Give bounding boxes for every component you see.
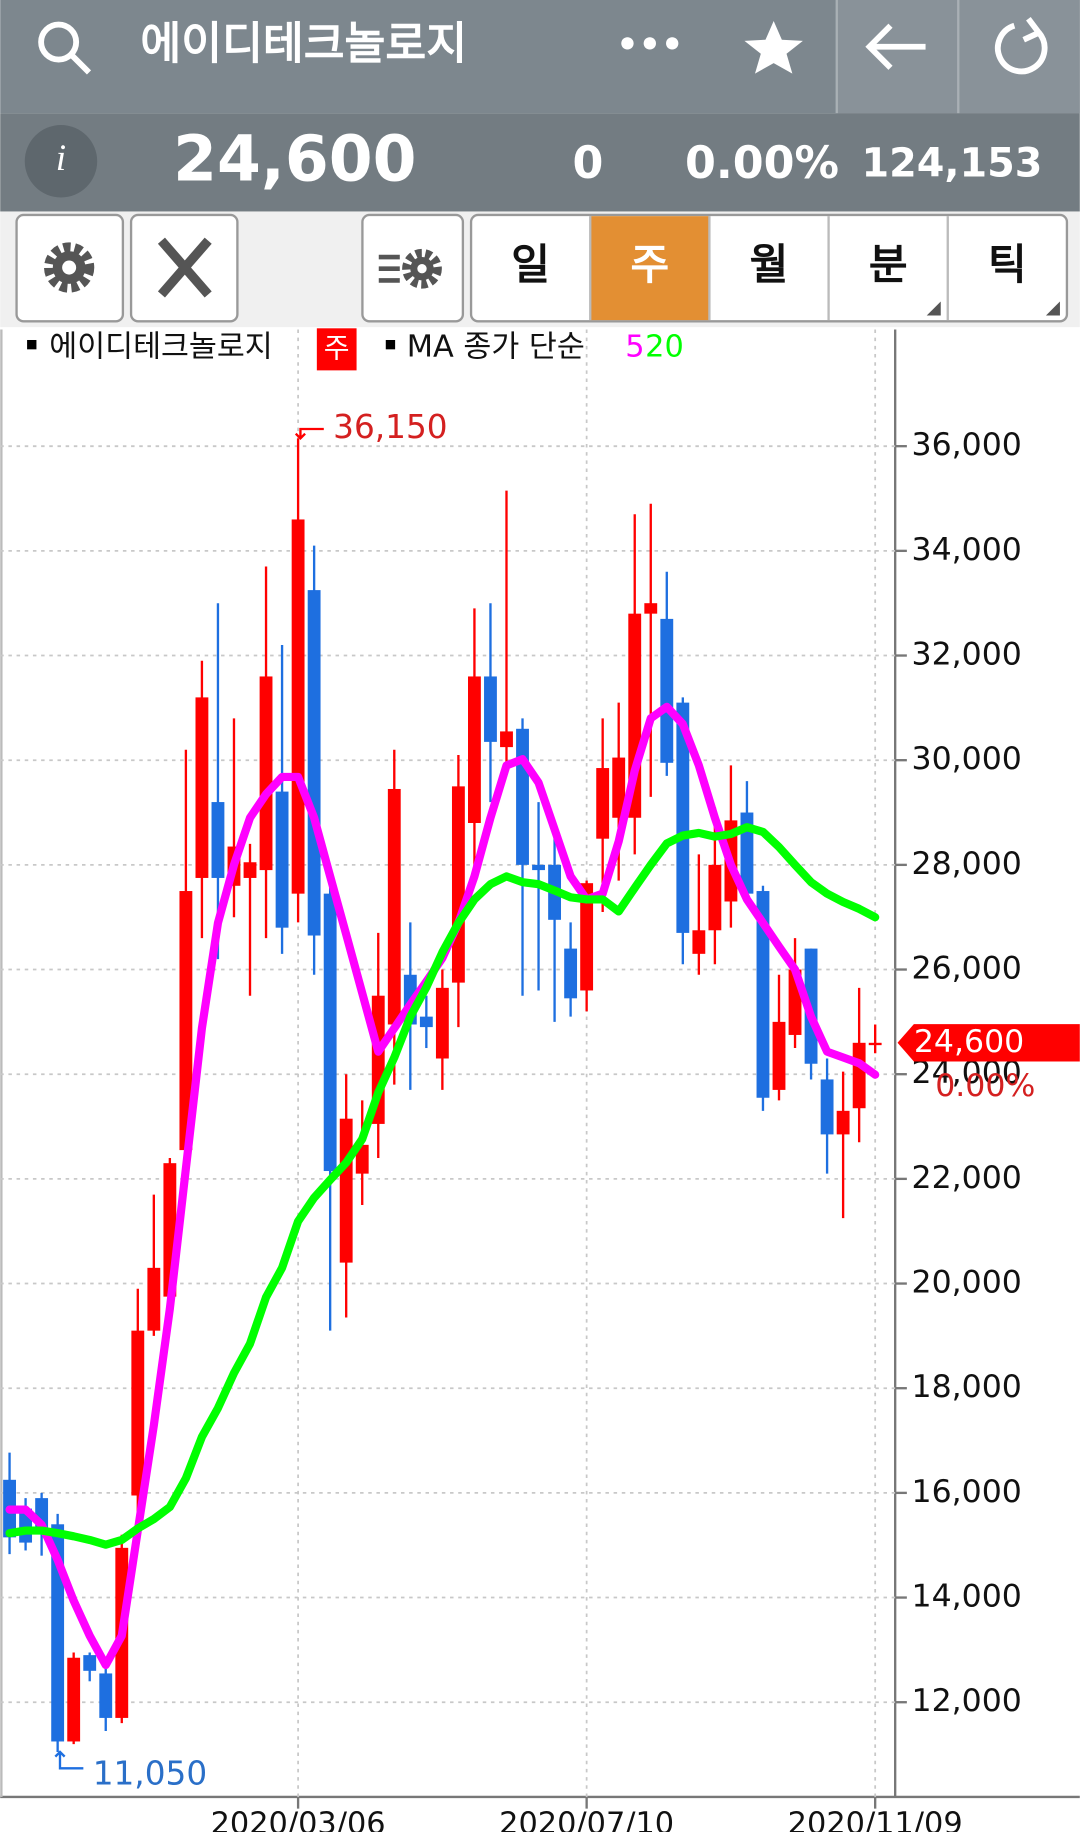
candle-body xyxy=(516,728,529,865)
y-tick-label: 36,000 xyxy=(912,427,1022,463)
y-tick-label: 34,000 xyxy=(912,532,1022,568)
candle-body xyxy=(468,676,481,823)
max-label: 36,150 xyxy=(333,408,447,446)
y-tick-label: 26,000 xyxy=(912,951,1022,987)
x-tick-label: 2020/07/10 xyxy=(499,1806,674,1832)
candle-body xyxy=(99,1673,113,1718)
candle-body xyxy=(596,768,610,839)
candle-body xyxy=(195,697,209,878)
tab-active xyxy=(590,216,710,321)
legend-ma5: 5 xyxy=(625,330,644,365)
candle-body xyxy=(660,618,674,763)
y-tick-label: 32,000 xyxy=(912,637,1022,673)
more-button[interactable]: ••• xyxy=(616,25,683,66)
y-tick-label: 18,000 xyxy=(912,1369,1022,1405)
candle-body xyxy=(259,676,273,871)
candle-body xyxy=(676,702,690,933)
candle-body xyxy=(852,1042,866,1109)
info-label[interactable]: i xyxy=(56,138,66,179)
max-arrow xyxy=(294,427,324,440)
favorite-icon[interactable] xyxy=(744,21,803,74)
y-tick-label: 16,000 xyxy=(912,1474,1022,1510)
indicator-settings-button[interactable] xyxy=(361,213,465,323)
candle-body xyxy=(868,1042,882,1046)
candle-body xyxy=(644,603,658,614)
tab[interactable]: 월 xyxy=(750,240,789,289)
quote-bar xyxy=(0,113,1080,212)
y-tick-label: 14,000 xyxy=(912,1579,1022,1615)
candle-body xyxy=(532,864,545,871)
legend-stock: 에이디테크놀로지 xyxy=(49,330,272,365)
legend-ma: MA 종가 단순 xyxy=(407,330,585,365)
candle-body xyxy=(275,791,289,928)
tab-corner xyxy=(926,301,941,316)
candle-body xyxy=(836,1110,850,1135)
candle-body xyxy=(820,1079,834,1135)
legend-marker xyxy=(27,339,37,350)
candle-body xyxy=(500,731,513,748)
candle-body xyxy=(339,1118,353,1263)
change-percent: 0.00% xyxy=(685,138,839,189)
info-button[interactable] xyxy=(24,125,98,198)
period-badge xyxy=(316,328,357,371)
stock-title[interactable]: 에이디테크놀로지 xyxy=(140,19,467,70)
search-icon[interactable] xyxy=(38,21,92,75)
y-tick-label: 22,000 xyxy=(912,1160,1022,1196)
legend-marker xyxy=(385,339,396,350)
legend-ma20: 20 xyxy=(645,330,684,365)
settings-button[interactable] xyxy=(15,213,125,323)
last-change-label: 0.00% xyxy=(935,1068,1035,1104)
candle-body xyxy=(131,1330,145,1496)
candle-body xyxy=(307,590,321,936)
y-tick-label: 12,000 xyxy=(912,1683,1022,1719)
candle-body xyxy=(419,1016,433,1028)
last-price-label: 24,600 xyxy=(914,1024,1024,1060)
candle-body xyxy=(580,883,594,991)
candle-body xyxy=(243,862,257,878)
back-icon[interactable] xyxy=(865,23,926,70)
candle-body xyxy=(291,519,305,894)
y-tick-label: 20,000 xyxy=(912,1265,1022,1301)
last-price-tag xyxy=(897,1024,1080,1062)
price: 24,600 xyxy=(173,122,416,196)
candle-body xyxy=(772,1021,786,1090)
y-tick-label: 30,000 xyxy=(912,741,1022,777)
candle-body xyxy=(355,1144,369,1174)
tools-button[interactable] xyxy=(129,213,239,323)
volume: 124,153 xyxy=(861,140,1042,186)
change: 0 xyxy=(572,138,603,189)
min-label: 11,050 xyxy=(93,1754,207,1792)
tab[interactable]: 틱 xyxy=(988,240,1027,289)
tab[interactable]: 주 xyxy=(630,240,669,289)
min-arrow xyxy=(54,1750,84,1770)
candle-body xyxy=(67,1657,81,1742)
refresh-icon[interactable] xyxy=(995,16,1048,75)
x-tick-label: 2020/11/09 xyxy=(788,1806,963,1832)
candle-body xyxy=(451,786,465,983)
tab[interactable]: 일 xyxy=(511,240,550,289)
candle-body xyxy=(211,802,225,878)
candle-body xyxy=(756,891,770,1098)
candle-body xyxy=(323,893,337,1172)
tab-corner xyxy=(1045,301,1060,316)
ma-line xyxy=(5,823,880,1549)
tab[interactable]: 분 xyxy=(869,240,908,289)
candle-body xyxy=(484,676,497,742)
candle-body xyxy=(692,930,706,954)
period-badge-label: 주 xyxy=(324,331,350,364)
candle-body xyxy=(387,788,401,1025)
y-tick-label: 28,000 xyxy=(912,846,1022,882)
candle-body xyxy=(708,864,722,931)
candle-body xyxy=(83,1655,97,1671)
candle-body xyxy=(147,1267,161,1331)
candle-body xyxy=(564,948,578,999)
candle-body xyxy=(179,891,193,1151)
x-tick-label: 2020/03/06 xyxy=(211,1806,386,1832)
candle-body xyxy=(435,987,449,1059)
candle-body xyxy=(612,757,626,818)
